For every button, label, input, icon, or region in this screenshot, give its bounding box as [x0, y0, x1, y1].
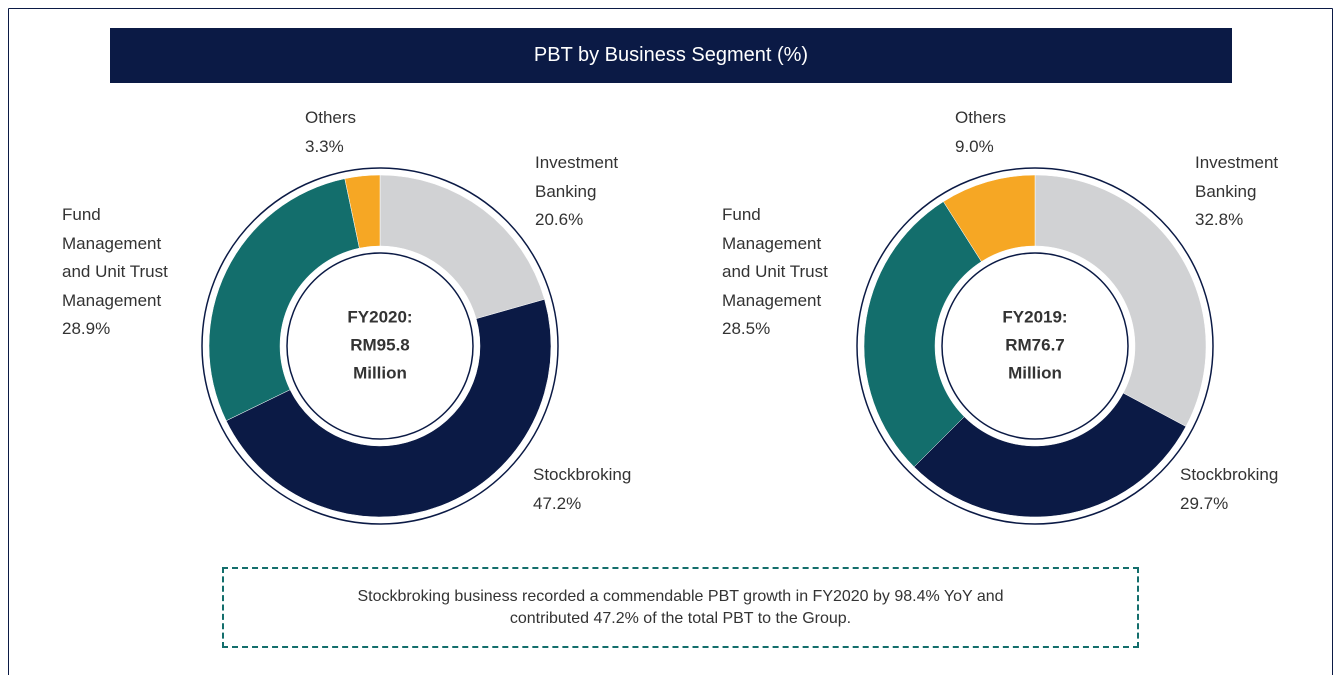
value-label: 28.9% [62, 319, 111, 338]
segment-label: Fund Management and Unit Trust Managemen… [722, 201, 852, 344]
donut-segment [225, 299, 552, 518]
donut-segment [344, 174, 381, 249]
center-label: RM76.7 [1005, 335, 1065, 354]
donut-segment [1034, 174, 1207, 427]
category-label: Fund Management and Unit Trust Managemen… [62, 205, 168, 310]
center-label: FY2019: [1002, 307, 1067, 326]
category-label: Others [305, 108, 357, 127]
donut-segment [379, 174, 545, 320]
chart-title: PBT by Business Segment (%) [533, 44, 809, 66]
note-text: Stockbroking business recorded a commend… [357, 587, 1004, 627]
segment-label: Others 3.3% [305, 104, 356, 161]
segment-label: Fund Management and Unit Trust Managemen… [62, 201, 192, 344]
donut-segment [943, 174, 1036, 262]
segment-label: Stockbroking 29.7% [1180, 461, 1278, 518]
category-label: Stockbroking [1180, 465, 1279, 484]
category-label: Fund Management and Unit Trust Managemen… [722, 205, 828, 310]
segment-label: Others 9.0% [955, 104, 1006, 161]
value-label: 9.0% [955, 136, 994, 156]
segment-label: Stockbroking 47.2% [533, 461, 631, 518]
value-label: 20.6% [535, 210, 584, 229]
donut-segment [208, 178, 360, 422]
outer-ring [856, 167, 1214, 525]
category-label: Stockbroking [533, 465, 632, 484]
value-label: 3.3% [305, 136, 344, 156]
value-label: 47.2% [533, 493, 582, 513]
segment-label: Investment Banking 20.6% [535, 149, 650, 235]
category-label: Others [955, 108, 1007, 127]
note-box: Stockbroking business recorded a commend… [222, 567, 1139, 648]
value-label: 29.7% [1180, 493, 1229, 513]
center-label: Million [353, 363, 407, 382]
center-label: Million [1008, 363, 1062, 382]
inner-ring [286, 252, 474, 440]
center-label: RM95.8 [350, 335, 410, 354]
category-label: Investment Banking [1195, 153, 1279, 201]
donut-segment [913, 392, 1187, 518]
value-label: 28.5% [722, 319, 771, 338]
title-bar [110, 28, 1232, 83]
category-label: Investment Banking [535, 153, 619, 201]
inner-ring [941, 252, 1129, 440]
value-label: 32.8% [1195, 210, 1244, 229]
segment-label: Investment Banking 32.8% [1195, 149, 1310, 235]
outer-ring [201, 167, 559, 525]
center-label: FY2020: [347, 307, 412, 326]
donut-segment [863, 201, 982, 468]
